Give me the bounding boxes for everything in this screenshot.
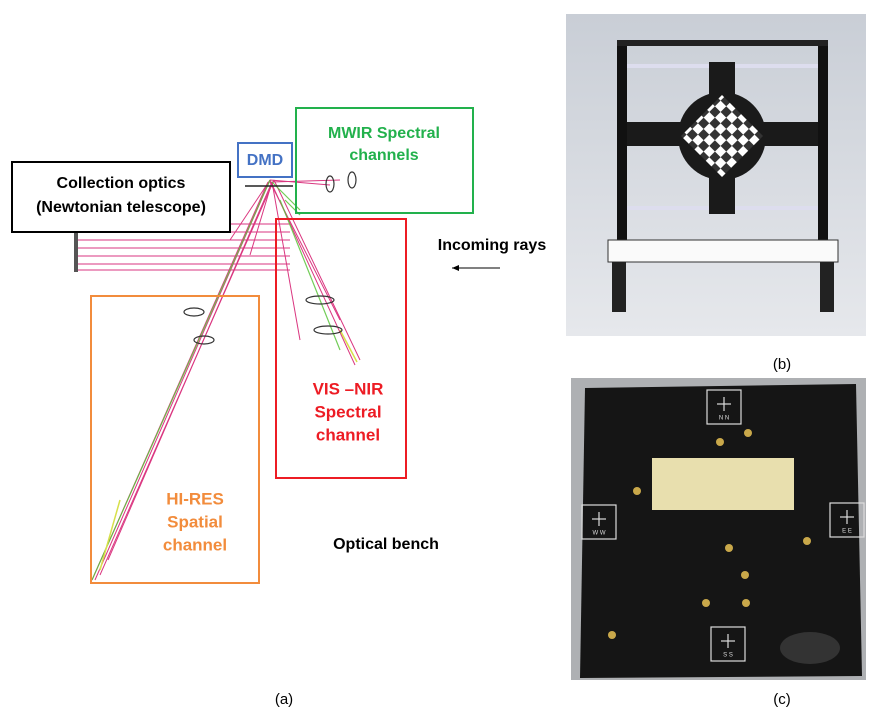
caption: (b)	[773, 356, 791, 373]
label: channels	[349, 147, 418, 164]
caption: (a)	[275, 691, 293, 708]
ray-diagram	[74, 171, 361, 581]
photo-mark: S S	[723, 653, 733, 659]
label: channel	[163, 535, 227, 554]
label: Collection optics	[57, 175, 186, 192]
label: HI-RES	[166, 489, 224, 508]
mirror	[74, 220, 78, 272]
label: Incoming rays	[438, 237, 547, 254]
label: Spatial	[167, 512, 223, 531]
collection-box	[11, 161, 231, 233]
label: (Newtonian telescope)	[36, 199, 206, 216]
render-image	[566, 14, 866, 336]
vis-nir-box	[275, 218, 407, 479]
label: Spectral	[314, 402, 381, 421]
label: VIS –NIR	[313, 379, 384, 398]
label: channel	[316, 425, 380, 444]
label: MWIR Spectral	[328, 125, 440, 142]
photo-image	[571, 378, 866, 680]
dmd-box	[237, 142, 293, 178]
photo-mark: E E	[842, 529, 852, 535]
mwir-box	[295, 107, 474, 214]
caption: (c)	[773, 691, 791, 708]
arrow-head	[452, 265, 459, 271]
hi-res-box	[90, 295, 260, 584]
photo-mark: N N	[719, 416, 729, 422]
label: DMD	[247, 152, 283, 169]
label: Optical bench	[333, 536, 439, 553]
photo-mark: W W	[593, 531, 606, 537]
